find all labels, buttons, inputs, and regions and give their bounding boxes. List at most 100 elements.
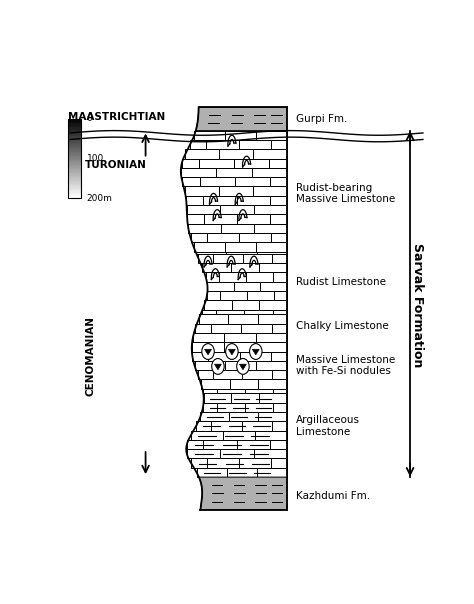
Polygon shape bbox=[199, 477, 287, 510]
Bar bbox=[196, 422, 211, 431]
Bar bbox=[237, 196, 270, 205]
Bar bbox=[204, 393, 231, 403]
Polygon shape bbox=[239, 364, 246, 370]
Text: Sarvak Formation: Sarvak Formation bbox=[411, 243, 424, 367]
Bar bbox=[253, 187, 287, 196]
Bar bbox=[187, 440, 203, 449]
Polygon shape bbox=[228, 349, 235, 355]
Bar bbox=[270, 440, 287, 449]
Bar bbox=[187, 214, 204, 223]
Bar bbox=[270, 214, 287, 223]
Bar bbox=[68, 155, 82, 157]
Bar bbox=[259, 393, 287, 403]
Bar bbox=[190, 140, 206, 149]
Bar bbox=[68, 182, 82, 184]
Bar bbox=[68, 178, 82, 179]
Circle shape bbox=[202, 344, 214, 359]
Bar bbox=[68, 147, 82, 149]
Bar bbox=[241, 324, 272, 333]
Bar bbox=[256, 361, 287, 370]
Bar bbox=[198, 370, 213, 379]
Bar bbox=[208, 281, 234, 291]
Bar bbox=[221, 223, 254, 233]
Text: MAASTRICHTIAN: MAASTRICHTIAN bbox=[68, 112, 165, 121]
Bar bbox=[68, 144, 82, 146]
Bar bbox=[200, 177, 235, 187]
Bar bbox=[68, 145, 82, 147]
Bar bbox=[191, 431, 223, 440]
Bar bbox=[68, 195, 82, 197]
Text: TURONIAN: TURONIAN bbox=[85, 161, 147, 170]
Polygon shape bbox=[196, 108, 287, 130]
Bar bbox=[253, 149, 287, 158]
Bar bbox=[191, 458, 207, 467]
Bar bbox=[68, 143, 82, 144]
Bar bbox=[224, 342, 255, 352]
Bar bbox=[185, 149, 219, 158]
Bar bbox=[68, 194, 82, 196]
Text: 100: 100 bbox=[87, 154, 104, 163]
Bar bbox=[68, 171, 82, 173]
Bar bbox=[68, 130, 82, 132]
Bar bbox=[256, 251, 287, 254]
Bar bbox=[68, 120, 82, 121]
Bar bbox=[220, 205, 254, 214]
Bar bbox=[199, 314, 228, 324]
Bar bbox=[68, 190, 82, 191]
Bar bbox=[254, 449, 287, 458]
Bar bbox=[245, 403, 273, 412]
Bar bbox=[68, 146, 82, 148]
Bar bbox=[207, 233, 239, 242]
Bar bbox=[244, 310, 273, 314]
Bar bbox=[68, 176, 82, 178]
Text: Massive Limestone
with Fe-Si nodules: Massive Limestone with Fe-Si nodules bbox=[296, 355, 395, 376]
Text: Chalky Limestone: Chalky Limestone bbox=[296, 321, 389, 331]
Bar bbox=[270, 196, 287, 205]
Bar bbox=[68, 181, 82, 182]
Bar bbox=[272, 370, 287, 379]
Bar bbox=[68, 179, 82, 181]
Bar bbox=[68, 150, 82, 152]
Bar bbox=[272, 324, 287, 333]
Bar bbox=[68, 140, 82, 141]
Bar bbox=[196, 251, 226, 254]
Bar bbox=[68, 184, 82, 186]
Bar bbox=[217, 389, 245, 393]
Bar bbox=[247, 291, 273, 300]
Bar bbox=[68, 133, 82, 135]
Text: Rudist-bearing
Massive Limestone: Rudist-bearing Massive Limestone bbox=[296, 182, 395, 204]
Bar bbox=[192, 352, 208, 361]
Bar bbox=[271, 352, 287, 361]
Bar bbox=[68, 121, 82, 123]
Bar bbox=[237, 214, 270, 223]
Bar bbox=[203, 403, 217, 412]
Bar bbox=[228, 314, 257, 324]
Text: Rudist Limestone: Rudist Limestone bbox=[296, 277, 386, 287]
Bar bbox=[217, 403, 245, 412]
Bar bbox=[235, 158, 270, 168]
Bar bbox=[68, 136, 82, 138]
Bar bbox=[68, 196, 82, 198]
Bar bbox=[216, 168, 252, 177]
Bar bbox=[230, 379, 258, 389]
Bar bbox=[273, 310, 287, 314]
Bar bbox=[208, 352, 240, 361]
Bar bbox=[204, 214, 237, 223]
Bar bbox=[68, 165, 82, 167]
Bar bbox=[229, 412, 258, 422]
Bar bbox=[256, 242, 287, 251]
Bar bbox=[68, 170, 82, 172]
Bar bbox=[219, 272, 246, 281]
Bar bbox=[207, 458, 239, 467]
Bar bbox=[193, 242, 225, 251]
Bar bbox=[213, 370, 242, 379]
Bar bbox=[235, 177, 270, 187]
Bar bbox=[203, 196, 237, 205]
Bar bbox=[68, 159, 82, 161]
Bar bbox=[68, 138, 82, 140]
Bar bbox=[256, 130, 287, 140]
Bar bbox=[207, 291, 220, 300]
Circle shape bbox=[212, 359, 224, 374]
Bar bbox=[68, 162, 82, 164]
Bar bbox=[68, 183, 82, 185]
